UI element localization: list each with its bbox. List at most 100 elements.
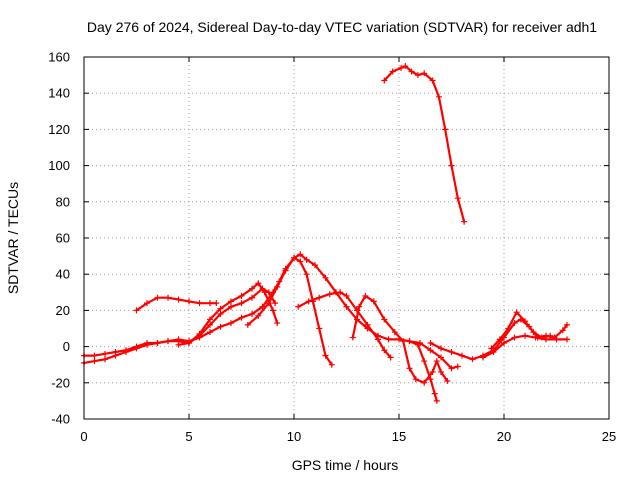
data-point [513, 309, 520, 316]
data-point [530, 329, 537, 336]
data-point [438, 368, 444, 375]
data-point [303, 271, 310, 278]
data-point [381, 316, 388, 323]
data-point [207, 329, 213, 336]
data-series [81, 63, 570, 404]
data-point [408, 68, 415, 75]
data-point [326, 291, 333, 298]
y-tick-label: 40 [56, 267, 70, 282]
data-point [175, 296, 182, 303]
data-point [217, 311, 224, 318]
data-point [303, 256, 310, 263]
data-point [217, 305, 224, 312]
data-point [406, 338, 413, 345]
data-point [261, 289, 268, 296]
data-point [255, 280, 262, 287]
data-point [538, 334, 545, 341]
series-line [177, 282, 279, 346]
data-point [398, 64, 405, 71]
series-sat-l [488, 309, 554, 352]
data-point [501, 339, 507, 346]
data-point [123, 347, 129, 354]
data-point [133, 307, 140, 314]
data-point [438, 345, 444, 352]
data-point [343, 292, 350, 299]
data-point [337, 289, 344, 296]
data-point [207, 321, 213, 328]
y-tick-label: 80 [56, 194, 70, 209]
data-point [349, 334, 356, 341]
data-point [381, 347, 388, 354]
data-point [564, 321, 570, 328]
data-point [238, 292, 245, 299]
data-point [511, 334, 518, 341]
data-point [412, 376, 419, 383]
data-point [421, 70, 428, 77]
data-point [165, 294, 171, 301]
series-line [82, 256, 333, 366]
data-point [400, 338, 407, 345]
data-point [448, 365, 455, 372]
data-point [297, 258, 304, 265]
data-point [244, 321, 251, 328]
data-point [431, 390, 438, 397]
data-point [322, 352, 329, 359]
x-tick-label: 15 [392, 429, 406, 444]
data-point [370, 298, 377, 305]
y-tick-label: 0 [63, 339, 70, 354]
data-point [391, 329, 398, 336]
x-tick-label: 10 [287, 429, 301, 444]
data-point [356, 303, 363, 310]
series-sat-k [480, 332, 570, 361]
series-sat-g [349, 292, 451, 386]
y-tick-label: -20 [51, 375, 70, 390]
data-point [312, 262, 318, 269]
data-point [381, 77, 388, 84]
data-point [213, 300, 220, 307]
data-point [249, 294, 255, 301]
data-point [291, 254, 297, 261]
data-point [414, 72, 421, 79]
data-point [196, 300, 203, 307]
data-point [207, 316, 213, 323]
data-point [228, 303, 234, 310]
x-axis-label: GPS time / hours [292, 457, 399, 473]
data-point [144, 339, 150, 346]
data-point [421, 379, 428, 386]
series-line [490, 311, 552, 350]
data-point [433, 397, 440, 404]
y-tick-labels: -40 -20 0 20 40 60 80 100 120 140 160 [48, 50, 70, 427]
y-tick-label: 160 [48, 50, 70, 65]
data-point [448, 349, 455, 356]
data-point [282, 267, 289, 274]
data-point [421, 358, 428, 365]
data-point [505, 325, 512, 332]
data-point [387, 354, 394, 361]
data-point [402, 63, 409, 70]
data-point [274, 320, 281, 327]
data-point [532, 334, 539, 341]
data-point [364, 321, 371, 328]
data-point [238, 314, 245, 321]
data-point [559, 327, 566, 334]
data-point [343, 303, 350, 310]
x-tick-label: 20 [497, 429, 511, 444]
data-point [255, 312, 262, 319]
data-point [461, 218, 468, 225]
data-point [238, 300, 245, 307]
data-point [154, 339, 161, 346]
data-point [249, 285, 255, 292]
y-tick-label: 100 [48, 158, 70, 173]
y-axis-label: SDTVAR / TECUs [5, 182, 21, 294]
data-point [375, 336, 381, 343]
data-point [112, 349, 119, 356]
data-point [91, 358, 98, 365]
data-point [102, 356, 108, 363]
data-point [385, 336, 392, 343]
series-sat-c [133, 294, 220, 314]
data-point [297, 251, 304, 258]
series-sat-d [175, 280, 281, 348]
series-sat-e [244, 251, 461, 372]
data-point [91, 352, 98, 359]
